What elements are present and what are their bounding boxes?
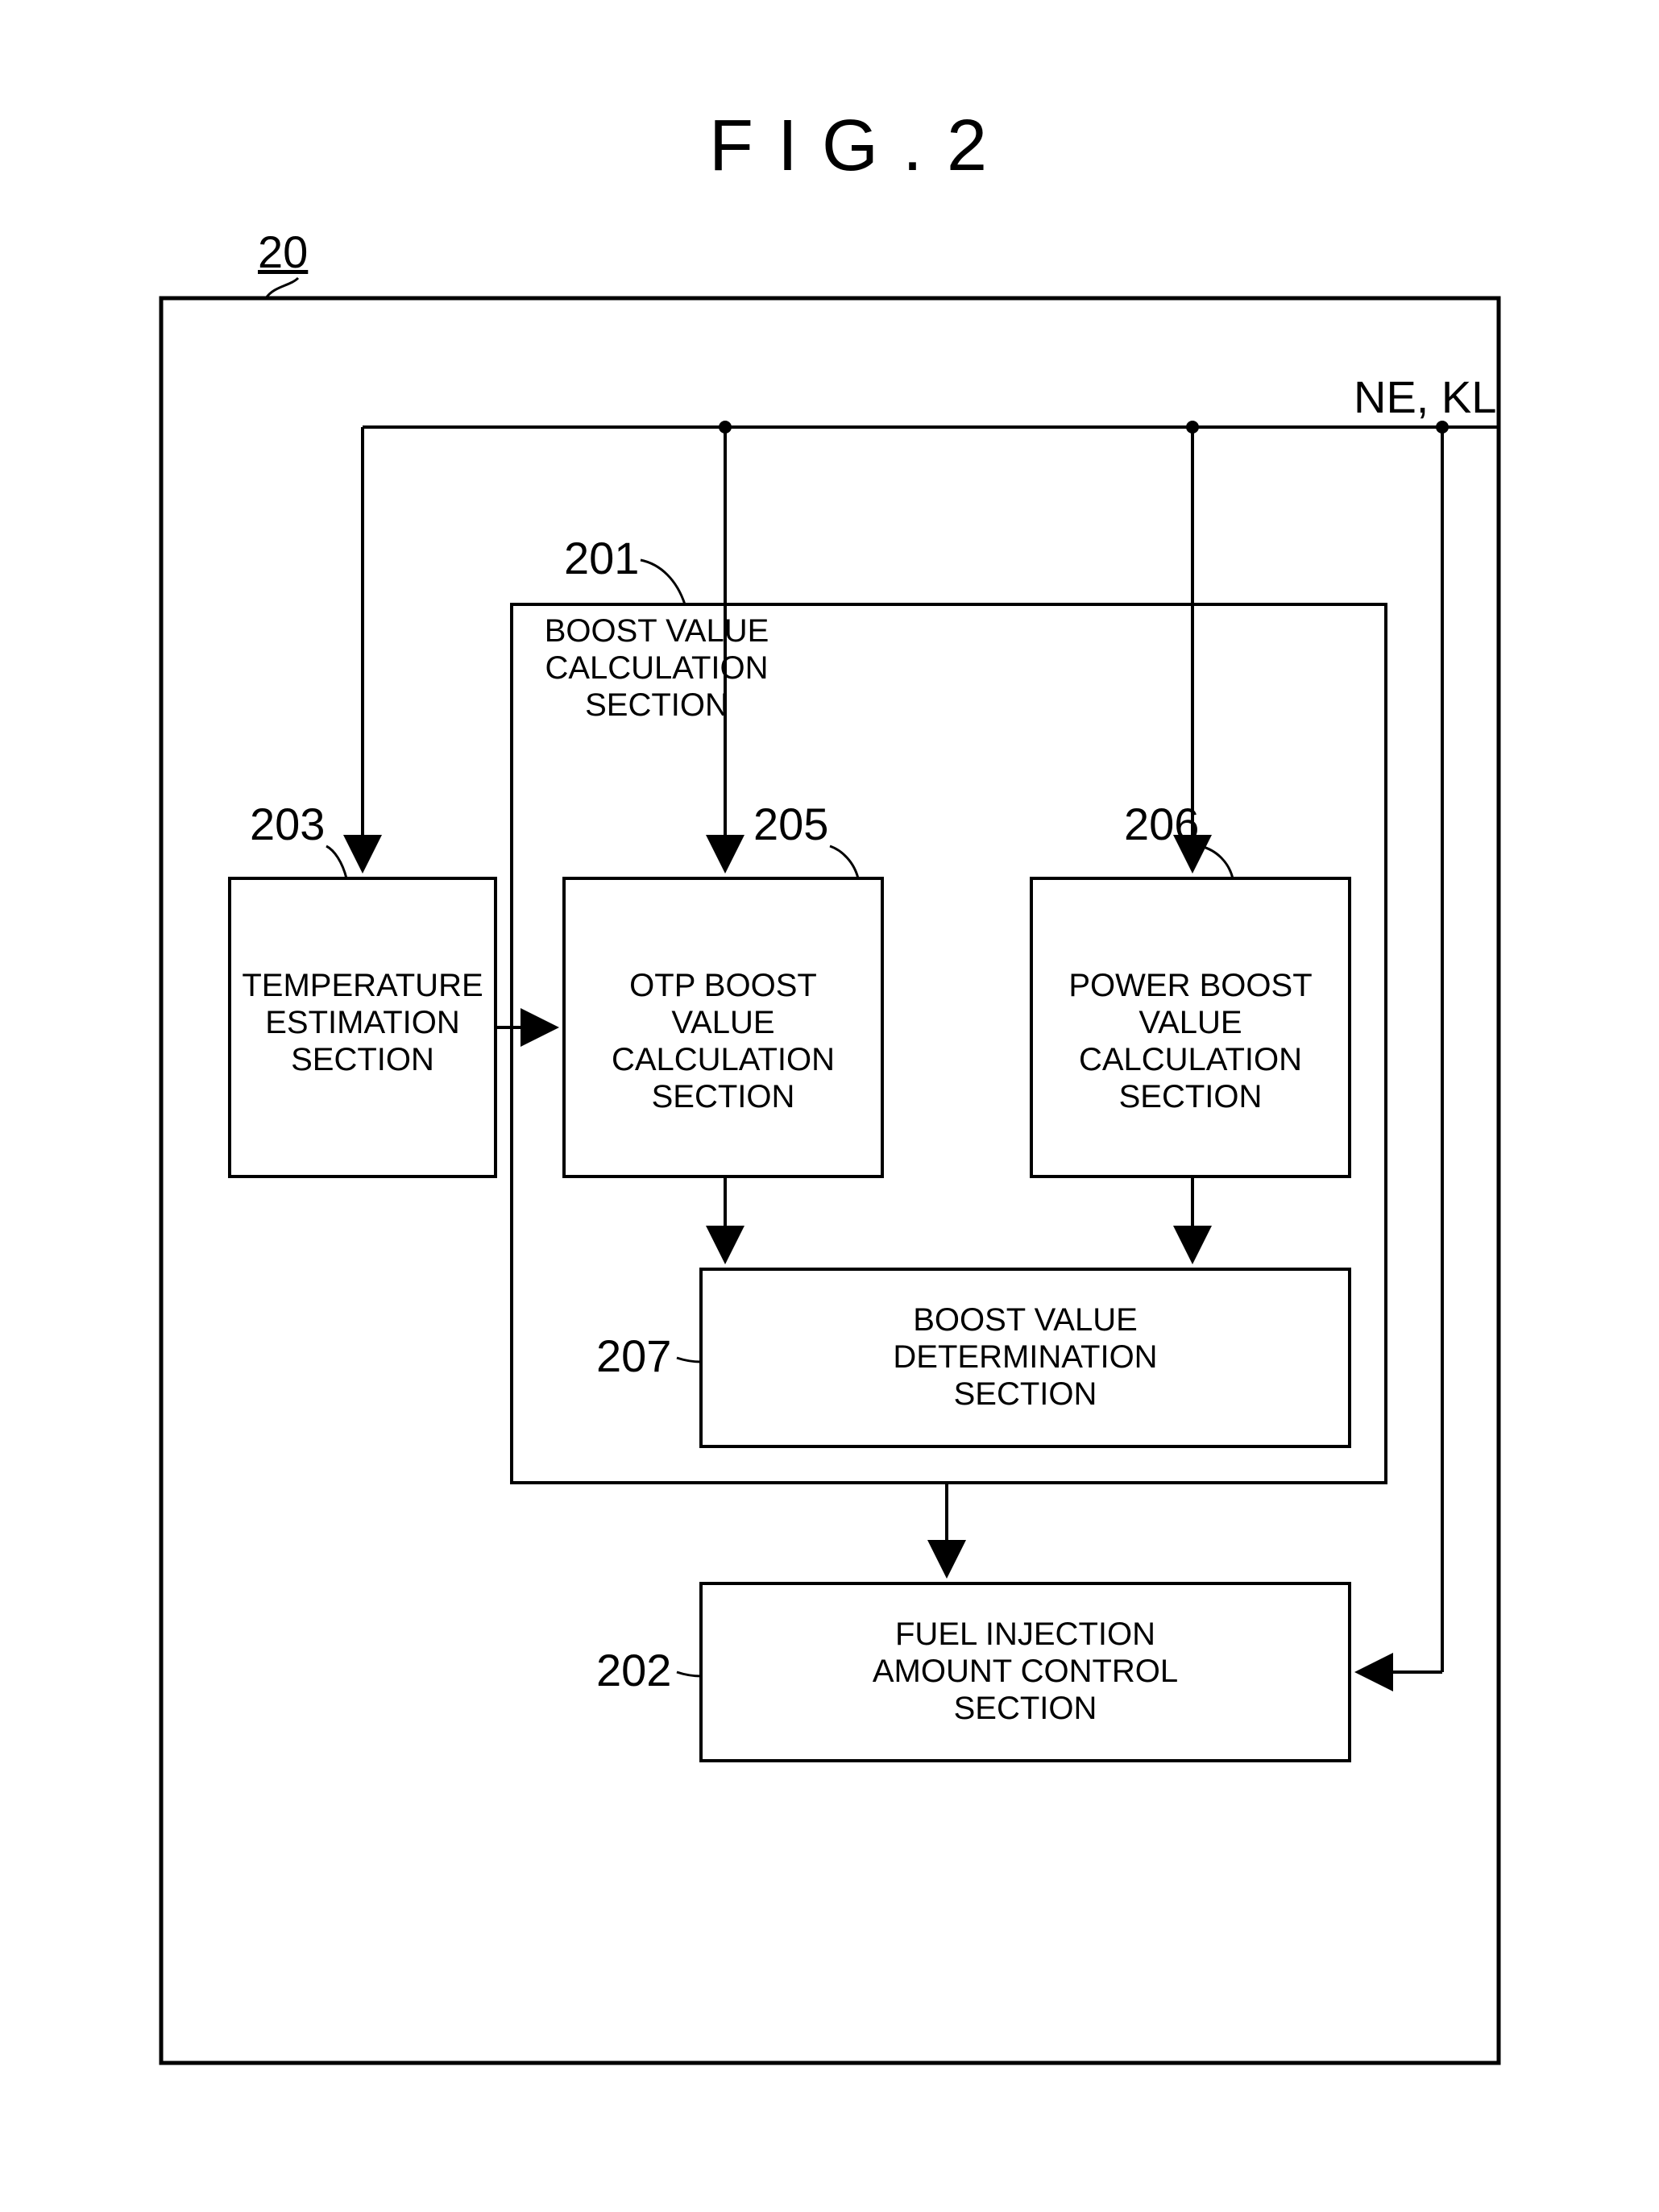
boost-det-box <box>701 1269 1350 1446</box>
leader-207 <box>677 1358 701 1362</box>
power-boost-box <box>1031 878 1350 1177</box>
fuel-inj-box <box>701 1583 1350 1761</box>
leader-202 <box>677 1672 701 1676</box>
leader-205 <box>830 846 858 878</box>
leader-201 <box>641 560 685 604</box>
diagram-svg <box>0 0 1659 2212</box>
temp-est-box <box>230 878 496 1177</box>
otp-boost-box <box>564 878 882 1177</box>
leader-203 <box>326 846 346 878</box>
boost-calc-box <box>512 604 1386 1483</box>
leader-20 <box>266 278 298 298</box>
leader-206 <box>1201 846 1233 878</box>
